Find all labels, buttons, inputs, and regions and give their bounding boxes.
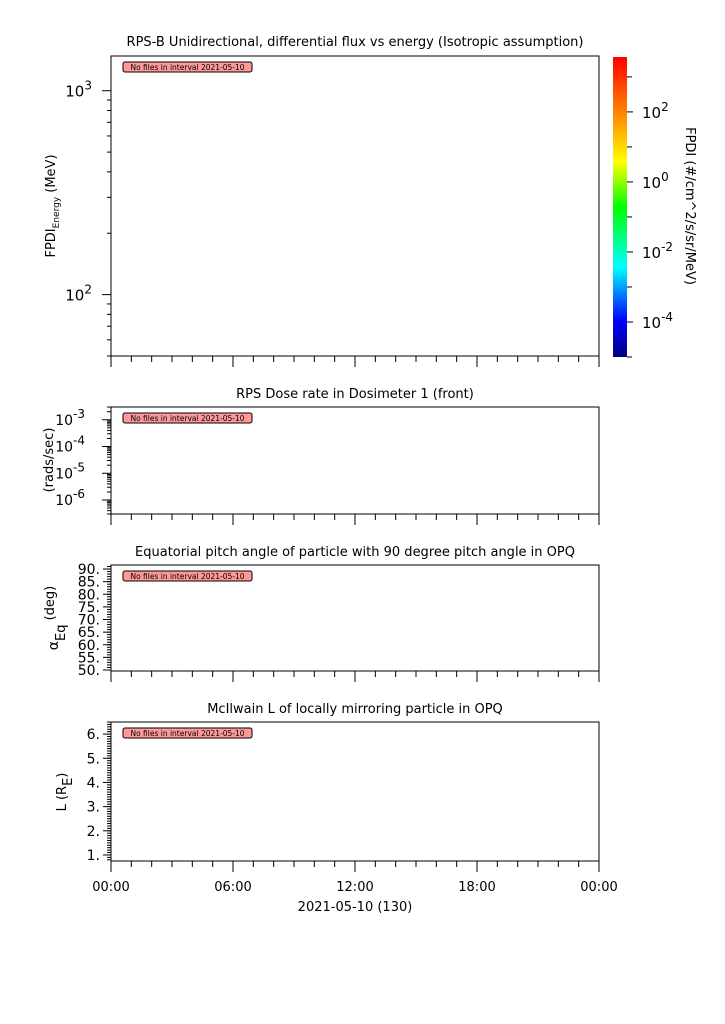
annotation-box [122,727,253,739]
no-data-annotation: No files in interval 2021-05-10 [122,412,253,424]
panel3-ylabel: αEq (deg) [43,586,69,650]
y-tick-label: 90. [78,562,100,578]
panel4-ylabel: L (RE) [55,773,76,812]
annotation-box [122,412,253,424]
y-tick-label: 6. [87,727,100,743]
y-tick-label: 4. [87,775,100,791]
colorbar-tick-label: 102 [642,100,669,122]
panel3-title: Equatorial pitch angle of particle with … [135,545,575,560]
y-tick-label: 50. [78,663,100,679]
y-tick-label: 1. [87,848,100,864]
y-tick-label: 10-5 [55,460,85,482]
panel4-title: McIlwain L of locally mirroring particle… [207,702,503,717]
colorbar-label: FPDI (#/cm^2/s/sr/MeV) [682,127,697,285]
y-tick-label: 80. [78,587,100,603]
colorbar-tick-label: 10-2 [642,240,673,262]
annotation-text: No files in interval 2021-05-10 [130,63,244,72]
y-tick-label: 55. [78,650,100,666]
panel2-ylabel: (rads/sec) [42,428,57,493]
annotation-box [122,61,253,73]
annotation-text: No files in interval 2021-05-10 [130,572,244,581]
no-data-annotation: No files in interval 2021-05-10 [122,727,253,739]
panel2-title: RPS Dose rate in Dosimeter 1 (front) [236,387,474,402]
annotation-text: No files in interval 2021-05-10 [130,414,244,423]
y-tick-label: 102 [65,283,92,305]
annotation-text: No files in interval 2021-05-10 [130,729,244,738]
panel1-title: RPS-B Unidirectional, differential flux … [127,35,584,50]
y-tick-label: 60. [78,638,100,654]
y-tick-label: 10-3 [55,407,85,429]
colorbar [613,57,627,357]
x-tick-label: 00:00 [92,880,129,895]
y-tick-label: 3. [87,800,100,816]
no-data-annotation: No files in interval 2021-05-10 [122,61,253,73]
x-tick-label: 06:00 [214,880,251,895]
y-tick-label: 85. [78,575,100,591]
panel1-ylabel: FPDIEnergy (MeV) [44,154,62,257]
xaxis-label: 2021-05-10 (130) [298,900,413,915]
y-tick-label: 10-6 [55,487,85,509]
y-tick-label: 103 [65,79,92,101]
colorbar-tick-label: 100 [642,170,669,192]
y-tick-label: 65. [78,625,100,641]
y-tick-label: 10-4 [55,434,85,456]
y-tick-label: 70. [78,613,100,629]
colorbar-tick-label: 10-4 [642,310,673,332]
annotation-box [122,570,253,582]
y-tick-label: 75. [78,600,100,616]
panel4-frame [110,721,600,862]
x-tick-label: 12:00 [336,880,373,895]
y-tick-label: 5. [87,751,100,767]
x-tick-label: 00:00 [580,880,617,895]
y-tick-label: 2. [87,824,100,840]
panel1-frame [110,55,600,357]
no-data-annotation: No files in interval 2021-05-10 [122,570,253,582]
x-tick-label: 18:00 [458,880,495,895]
